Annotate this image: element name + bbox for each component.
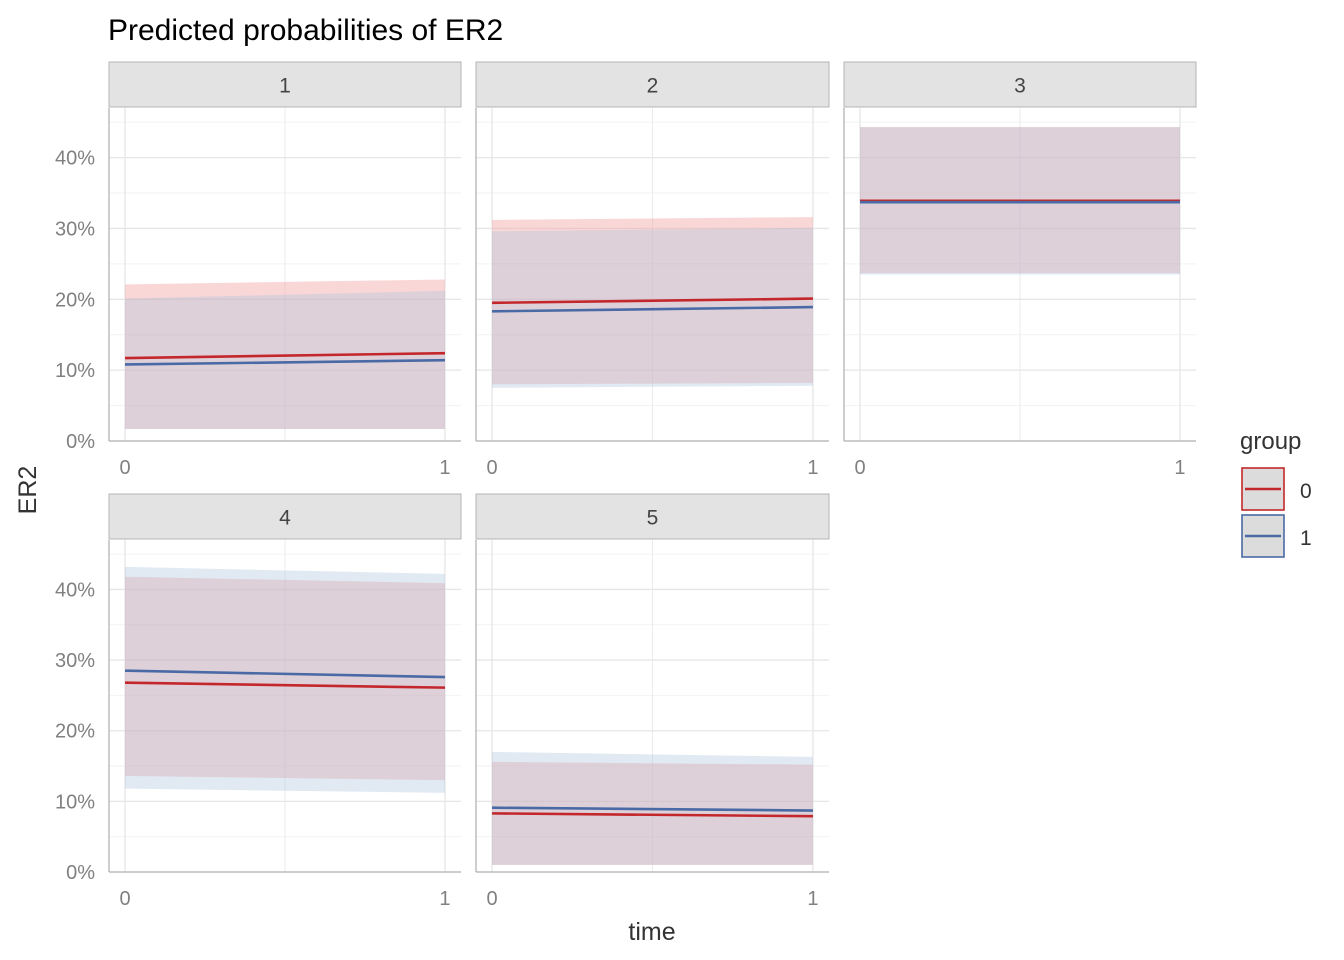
panel-3: 3 0 1 bbox=[843, 61, 1197, 479]
panel-2: 2 0 1 bbox=[475, 61, 830, 479]
ci-ribbon-group-1 bbox=[125, 566, 445, 793]
y-tick-label: 0% bbox=[66, 431, 95, 453]
facet-strip bbox=[108, 493, 462, 540]
line-group-0 bbox=[124, 351, 446, 360]
y-tick-label: 0% bbox=[66, 862, 95, 884]
y-tick-label: 40% bbox=[55, 579, 95, 601]
x-tick-label: 0 bbox=[854, 457, 865, 479]
y-tick-label: 30% bbox=[55, 218, 95, 240]
ci-ribbon-group-1 bbox=[492, 227, 813, 388]
line-group-1 bbox=[124, 669, 446, 679]
facet-strip bbox=[475, 493, 830, 540]
line-group-0 bbox=[492, 812, 813, 818]
facet-strip bbox=[108, 61, 462, 108]
ci-ribbon-group-0 bbox=[492, 761, 813, 865]
x-tick-label: 1 bbox=[439, 457, 450, 479]
x-tick-label: 1 bbox=[439, 888, 450, 910]
y-tick-label: 30% bbox=[55, 650, 95, 672]
facet-strip-label: 2 bbox=[647, 75, 659, 98]
facet-strip-label: 3 bbox=[1014, 75, 1026, 98]
line-group-1 bbox=[124, 358, 446, 366]
y-tick-label: 10% bbox=[55, 360, 95, 382]
facet-strip-label: 1 bbox=[279, 75, 291, 98]
line-group-1 bbox=[492, 305, 813, 313]
ci-ribbon-group-1 bbox=[125, 290, 445, 429]
x-tick-label: 0 bbox=[486, 457, 497, 479]
facet-strip-label: 4 bbox=[279, 507, 291, 530]
facet-strip bbox=[475, 61, 830, 108]
panel-4: 40 10%10%20%30%40% bbox=[55, 493, 462, 910]
facet-strip bbox=[843, 61, 1197, 108]
legend-label-0: 0 bbox=[1300, 480, 1312, 503]
ci-ribbon-group-0 bbox=[125, 576, 445, 781]
y-tick-label: 20% bbox=[55, 721, 95, 743]
line-group-1 bbox=[492, 806, 813, 812]
x-tick-label: 0 bbox=[119, 457, 130, 479]
x-tick-label: 1 bbox=[807, 457, 818, 479]
y-tick-label: 40% bbox=[55, 148, 95, 170]
x-tick-label: 1 bbox=[807, 888, 818, 910]
chart-title: Predicted probabilities of ER2 bbox=[108, 14, 503, 47]
line-group-0 bbox=[124, 681, 446, 689]
panel-5: 5 0 1 bbox=[475, 493, 830, 910]
x-tick-label: 1 bbox=[1174, 457, 1185, 479]
y-axis-label: ER2 bbox=[14, 466, 42, 515]
legend-label-1: 1 bbox=[1300, 527, 1312, 550]
facet-strip-label: 5 bbox=[647, 507, 659, 530]
line-group-0 bbox=[492, 297, 813, 305]
y-tick-label: 20% bbox=[55, 289, 95, 311]
panels: 10 10%10%20%30%40%20 130 140 10%10%20%30%40%… bbox=[55, 61, 1197, 910]
legend: group 0 1 bbox=[1240, 428, 1312, 558]
x-axis-label: time bbox=[628, 918, 675, 946]
x-tick-label: 0 bbox=[486, 888, 497, 910]
panel-1: 10 10%10%20%30%40% bbox=[55, 61, 462, 479]
legend-title: group bbox=[1240, 428, 1301, 455]
x-tick-label: 0 bbox=[119, 888, 130, 910]
y-tick-label: 10% bbox=[55, 791, 95, 813]
ci-ribbon-group-0 bbox=[125, 279, 445, 429]
